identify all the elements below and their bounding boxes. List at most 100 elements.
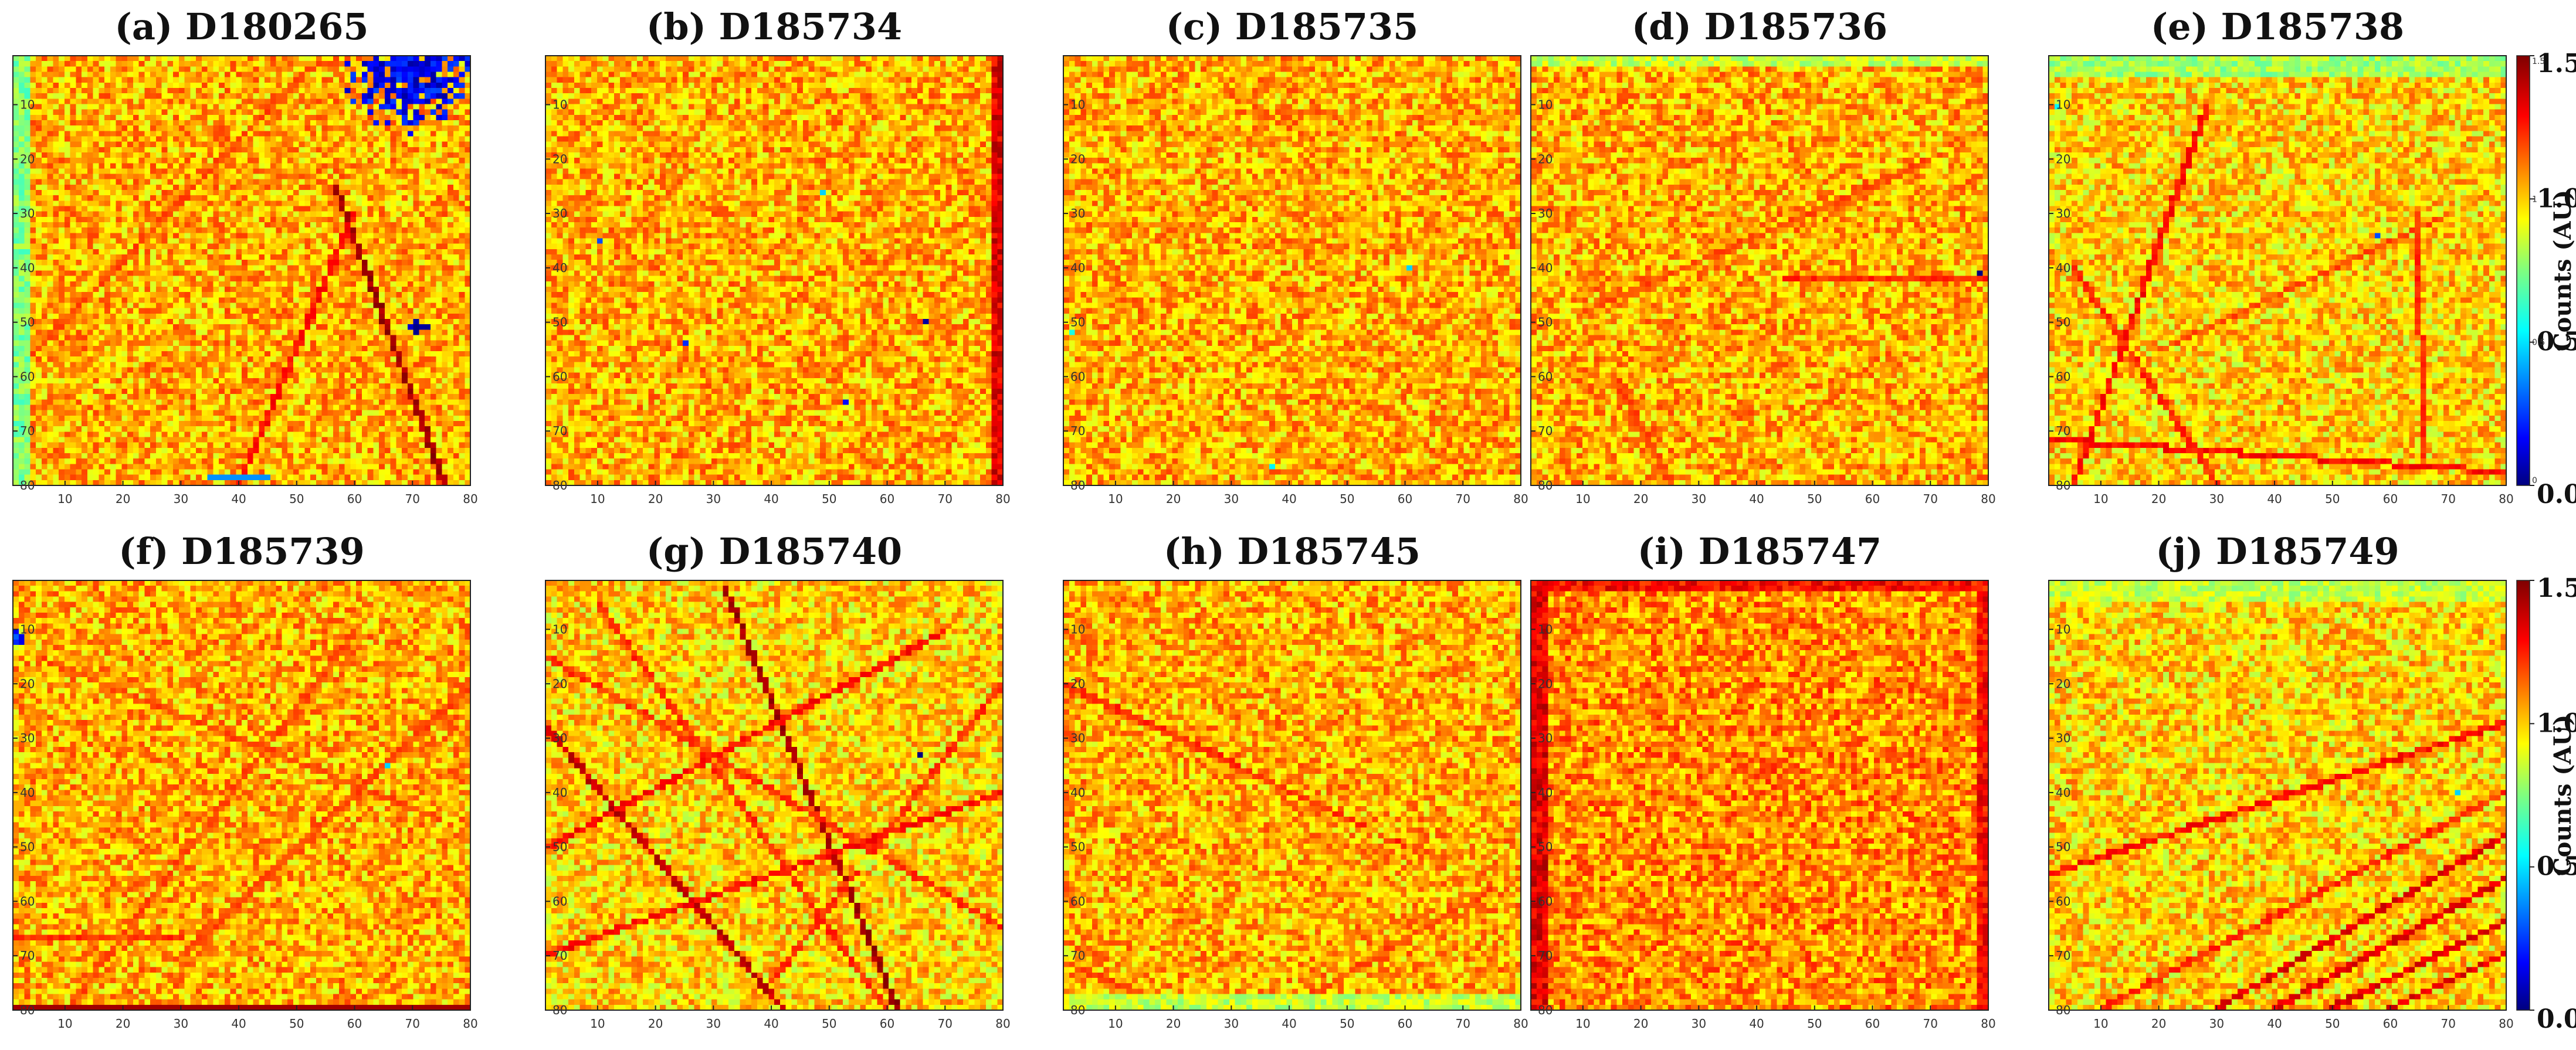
colorbar-gradient (2517, 56, 2530, 485)
xtick-label: 70 (1456, 1017, 1470, 1031)
xtick-label: 20 (648, 492, 663, 506)
ytick-label: 50 (1538, 840, 1553, 854)
xtick-label: 10 (1108, 1017, 1123, 1031)
panel-title-c: (c) D185735 (1166, 5, 1419, 48)
ytick-label: 20 (1070, 152, 1085, 166)
xtick-label: 80 (995, 492, 1010, 506)
ytick-label: 20 (1070, 677, 1085, 691)
xtick-label: 50 (2325, 1017, 2340, 1031)
xtick-label: 30 (706, 1017, 721, 1031)
ytick-label: 80 (1070, 1003, 1085, 1017)
ytick-label: 60 (553, 894, 567, 908)
ytick-label: 40 (2056, 786, 2070, 800)
ytick-label: 70 (20, 424, 35, 438)
xtick-label: 20 (116, 492, 130, 506)
xtick-label: 60 (1398, 492, 1412, 506)
xtick-label: 20 (2151, 492, 2166, 506)
panel-title-b: (b) D185734 (646, 5, 902, 48)
ytick-label: 70 (1538, 424, 1553, 438)
ytick-label: 10 (1070, 98, 1085, 112)
colorbar-tick-label: 0.0 (2537, 480, 2576, 509)
colorbar-minor-label: 1.5 (2532, 57, 2545, 66)
ytick-label: 80 (1538, 1003, 1553, 1017)
xtick-label: 30 (1224, 492, 1239, 506)
xtick-label: 40 (1282, 1017, 1296, 1031)
ytick-label: 60 (20, 894, 35, 908)
ytick-label: 10 (553, 623, 567, 637)
ytick-label: 80 (2056, 1003, 2070, 1017)
ytick-label: 50 (20, 840, 35, 854)
ytick-label: 10 (2056, 623, 2070, 637)
ytick-label: 60 (1538, 894, 1553, 908)
xtick-label: 10 (590, 1017, 605, 1031)
ytick-label: 20 (2056, 677, 2070, 691)
ytick-label: 60 (553, 369, 567, 383)
ytick-label: 70 (553, 949, 567, 963)
ytick-label: 70 (20, 949, 35, 963)
xtick-label: 70 (1923, 1017, 1938, 1031)
heatmap-cells-j (2049, 580, 2506, 1010)
xtick-label: 50 (2325, 492, 2340, 506)
ytick-label: 30 (553, 206, 567, 220)
xtick-label: 70 (1456, 492, 1470, 506)
xtick-label: 50 (822, 1017, 836, 1031)
colorbar-minor-label: 1 (2532, 195, 2537, 204)
xtick-label: 40 (764, 1017, 778, 1031)
xtick-label: 50 (822, 492, 836, 506)
ytick-label: 30 (2056, 731, 2070, 745)
panel-title-h: (h) D185745 (1164, 530, 1421, 573)
xtick-label: 70 (2441, 1017, 2456, 1031)
ytick-label: 50 (553, 315, 567, 329)
xtick-label: 20 (648, 1017, 663, 1031)
xtick-label: 10 (57, 1017, 72, 1031)
ytick-label: 50 (2056, 315, 2070, 329)
xtick-label: 40 (764, 492, 778, 506)
xtick-label: 40 (2267, 1017, 2282, 1031)
ytick-label: 30 (1070, 206, 1085, 220)
ytick-label: 20 (20, 677, 35, 691)
xtick-label: 40 (1749, 1017, 1764, 1031)
ytick-label: 40 (1070, 261, 1085, 275)
xtick-label: 50 (289, 492, 304, 506)
heatmap-cells-i (1531, 580, 1988, 1010)
panel-title-e: (e) D185738 (2151, 5, 2404, 48)
xtick-label: 30 (1692, 1017, 1706, 1031)
ytick-label: 80 (20, 478, 35, 492)
heatmap-cells-g (545, 580, 1003, 1010)
xtick-label: 70 (405, 1017, 420, 1031)
xtick-label: 30 (2209, 1017, 2224, 1031)
xtick-label: 50 (1807, 492, 1822, 506)
ytick-label: 40 (553, 786, 567, 800)
ytick-label: 80 (553, 1003, 567, 1017)
xtick-label: 20 (2151, 1017, 2166, 1031)
heatmap-cells-h (1063, 580, 1521, 1010)
xtick-label: 40 (1282, 492, 1296, 506)
ytick-label: 30 (553, 731, 567, 745)
ytick-label: 20 (1538, 152, 1553, 166)
xtick-label: 10 (590, 492, 605, 506)
ytick-label: 30 (1538, 206, 1553, 220)
ytick-label: 20 (553, 152, 567, 166)
xtick-label: 20 (116, 1017, 130, 1031)
colorbar-tick-label: 0.0 (2537, 1004, 2576, 1034)
ytick-label: 10 (1538, 98, 1553, 112)
ytick-label: 70 (1538, 949, 1553, 963)
xtick-label: 80 (1513, 1017, 1528, 1031)
panel-title-i: (i) D185747 (1638, 530, 1882, 573)
colorbar-gradient (2517, 580, 2530, 1010)
xtick-label: 70 (405, 492, 420, 506)
ytick-label: 20 (553, 677, 567, 691)
ytick-label: 80 (1070, 478, 1085, 492)
ytick-label: 10 (20, 623, 35, 637)
colorbar-minor-label: 0.5 (2532, 338, 2545, 348)
xtick-label: 10 (2093, 1017, 2108, 1031)
xtick-label: 70 (2441, 492, 2456, 506)
colorbar-tick-label: 1.5 (2537, 573, 2576, 603)
panel-title-a: (a) D180265 (114, 5, 368, 48)
